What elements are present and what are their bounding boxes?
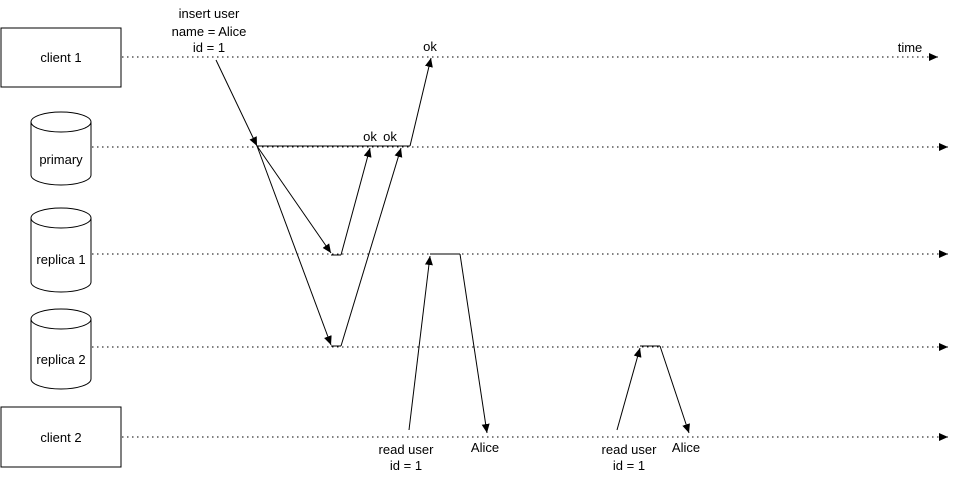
read-response-2-label: Alice [672, 440, 700, 455]
replicate-to-replica-1-arrow [256, 145, 332, 254]
read-response-1-label: Alice [471, 440, 499, 455]
replica-2-database-icon [30, 308, 92, 390]
ack-from-replica-1-label: ok [363, 129, 377, 144]
client-1-label: client 1 [40, 50, 81, 65]
insert-request-line-3: id = 1 [193, 40, 225, 55]
insert-arrow [215, 59, 258, 147]
client-ack-arrow [409, 57, 433, 147]
read-response-1-arrow [459, 253, 490, 434]
client-2-label: client 2 [40, 430, 81, 445]
read-request-1-line-2: id = 1 [390, 458, 422, 473]
insert-request-line-1: insert user [179, 6, 240, 21]
replica-1-ack-arrow [340, 147, 372, 256]
time-axis-label: time [898, 40, 923, 55]
client-2-box [0, 406, 122, 468]
ack-from-replica-2-label: ok [383, 129, 397, 144]
read-request-1-arrow [408, 255, 433, 431]
read-response-2-arrow [659, 345, 690, 434]
client-1-box [0, 27, 122, 88]
primary-database-icon [30, 111, 92, 186]
read-request-2-line-2: id = 1 [613, 458, 645, 473]
read-request-2-line-1: read user [602, 442, 658, 457]
replicate-to-replica-2-arrow [256, 145, 332, 346]
read-request-2-arrow [616, 347, 642, 431]
replica-2-label: replica 2 [36, 352, 85, 367]
client-ack-label: ok [423, 39, 437, 54]
insert-request-line-2: name = Alice [172, 24, 247, 39]
read-request-1-line-1: read user [379, 442, 435, 457]
replica-1-database-icon [30, 207, 92, 293]
replica-1-label: replica 1 [36, 252, 85, 267]
primary-label: primary [39, 152, 83, 167]
replica-2-ack-arrow [340, 147, 403, 347]
